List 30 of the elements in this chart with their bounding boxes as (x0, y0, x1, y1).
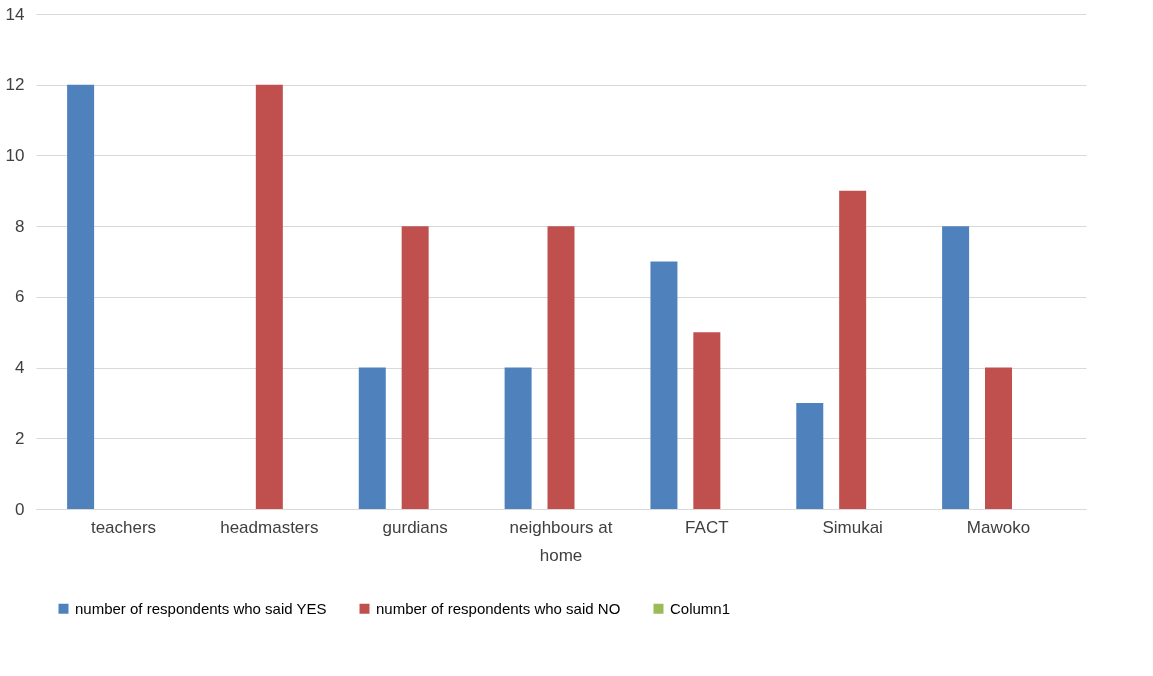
bar (796, 402, 824, 509)
x-tick-label: FACT (685, 517, 729, 537)
y-tick-label: 6 (15, 287, 25, 307)
y-tick-label: 14 (5, 4, 25, 24)
y-tick-label: 0 (15, 499, 25, 519)
bar (547, 226, 575, 509)
bar (401, 226, 429, 509)
y-tick-label: 4 (15, 358, 25, 378)
y-tick-label: 12 (5, 75, 25, 95)
x-tick-label: neighbours at home (509, 517, 613, 565)
bar (839, 190, 867, 509)
x-tick-label: teachers (90, 517, 157, 537)
bar (255, 84, 283, 509)
bar (650, 261, 678, 509)
bar (985, 367, 1012, 509)
bar (693, 332, 721, 509)
x-tick-label: Simukai (822, 517, 883, 537)
legend-label: number of respondents who said YES (75, 599, 327, 617)
legend-label: number of respondents who said NO (376, 599, 621, 617)
x-tick-label: Mawoko (966, 517, 1031, 537)
y-tick-label: 10 (5, 145, 25, 165)
bar (942, 226, 970, 509)
bar (67, 84, 95, 509)
bar (504, 367, 532, 509)
y-tick-label: 8 (15, 216, 25, 236)
legend-label: Column1 (670, 599, 731, 617)
x-tick-label: gurdians (382, 517, 448, 537)
x-tick-label: headmasters (220, 517, 319, 537)
y-tick-label: 2 (15, 428, 25, 448)
bar (358, 367, 386, 509)
